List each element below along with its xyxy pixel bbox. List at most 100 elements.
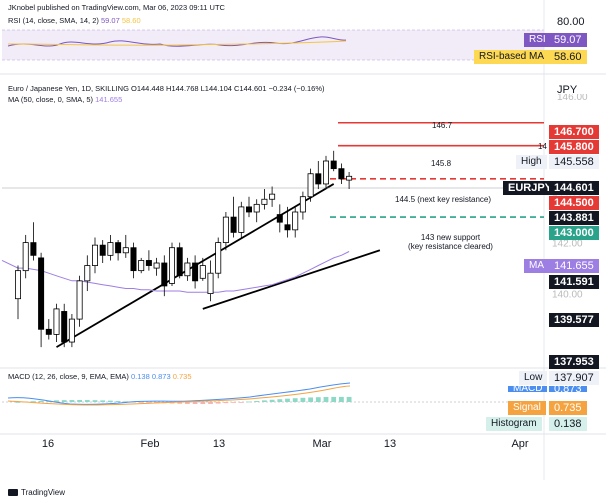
hist-bar-27 xyxy=(223,402,229,404)
candle-15 xyxy=(130,242,137,279)
candle-18 xyxy=(153,257,160,276)
hist-bar-16 xyxy=(138,402,144,403)
histogram-value-tag: 0.138 xyxy=(549,417,587,431)
ma-header-value: 141.655 xyxy=(95,95,123,104)
main-header-line1: Euro / Japanese Yen, 1D, SKILLING O144.4… xyxy=(8,84,325,93)
price-tag-144500: 144.500 xyxy=(549,196,599,210)
candle-26 xyxy=(215,237,222,279)
candle-body xyxy=(53,308,60,335)
hist-bar-33 xyxy=(269,399,275,402)
candle-body xyxy=(84,265,91,282)
rsi-header: RSI (14, close, SMA, 14, 2) 59.07 58.60 xyxy=(8,16,141,25)
annotation-144-5: 144.5 (next key resistance) xyxy=(395,195,492,204)
candle-13 xyxy=(115,240,122,261)
annotation-146-7: 146.7 xyxy=(432,121,453,130)
hist-bar-9 xyxy=(84,400,90,402)
hist-bar-11 xyxy=(100,400,106,402)
candle-14 xyxy=(122,234,129,258)
hist-bar-10 xyxy=(92,400,98,402)
candle-39 xyxy=(315,161,322,190)
horizontal-lines xyxy=(330,121,544,218)
candle-body xyxy=(207,272,214,295)
macd-line xyxy=(7,382,351,405)
hist-bar-13 xyxy=(115,400,121,402)
candle-19 xyxy=(161,255,168,297)
hist-bar-14 xyxy=(123,401,129,403)
hist-bar-42 xyxy=(339,396,344,402)
candle-10 xyxy=(92,237,99,274)
y-tick-1: 142.00 xyxy=(552,239,583,250)
candle-body xyxy=(153,262,160,269)
candle-body xyxy=(115,242,122,254)
candles xyxy=(14,150,353,348)
y-tick-2: 140.00 xyxy=(552,290,583,301)
candle-body xyxy=(261,198,268,205)
candle-20 xyxy=(168,242,175,286)
candle-body xyxy=(276,214,283,223)
candle-body xyxy=(30,242,37,256)
candle-30 xyxy=(245,196,252,218)
ma-tag: MA xyxy=(524,259,549,273)
low-tag: Low xyxy=(519,371,548,385)
hist-bar-30 xyxy=(246,401,252,403)
hist-bar-8 xyxy=(77,400,82,402)
tradingview-footer[interactable]: TradingView xyxy=(8,488,65,497)
annotation-143-line2: (key resistance cleared) xyxy=(408,242,493,251)
hist-bar-2 xyxy=(31,401,36,403)
macd-histogram xyxy=(15,396,352,404)
price-tag-141591: 141.591 xyxy=(549,275,599,289)
candle-body xyxy=(215,242,222,274)
hist-bar-17 xyxy=(146,402,152,403)
hist-bar-23 xyxy=(192,402,198,404)
candle-1 xyxy=(22,234,29,279)
hist-bar-40 xyxy=(323,397,329,402)
ma-line xyxy=(1,251,350,293)
candle-29 xyxy=(238,201,245,238)
candle-body xyxy=(92,244,99,266)
candle-body xyxy=(45,328,52,335)
candle-body xyxy=(230,216,237,233)
candle-8 xyxy=(76,275,83,327)
candle-0 xyxy=(14,265,21,320)
pair-tag: EURJPY xyxy=(503,181,558,195)
candle-body xyxy=(307,173,314,198)
hist-bar-5 xyxy=(54,400,59,402)
hist-bar-26 xyxy=(215,402,221,404)
x-axis-ticks: 16 Feb 13 Mar 13 Apr xyxy=(42,438,529,450)
rsi-line xyxy=(7,36,347,47)
macd-header-v1: 0.138 xyxy=(130,372,150,381)
candle-body xyxy=(192,262,199,282)
candle-body xyxy=(245,206,252,213)
hist-bar-37 xyxy=(300,397,306,402)
candle-body xyxy=(338,168,345,180)
annotation-143: 143 new support (key resistance cleared) xyxy=(398,233,503,251)
hist-bar-3 xyxy=(38,400,44,402)
candle-body xyxy=(122,247,129,254)
histogram-tag: Histogram xyxy=(486,417,542,431)
price-tag-146700: 146.700 xyxy=(549,125,599,139)
candle-body xyxy=(299,196,306,213)
partial-price-146: 146.00 xyxy=(557,94,588,102)
hist-bar-29 xyxy=(238,402,244,403)
candle-43 xyxy=(346,171,353,190)
price-tag-143000: 143.000 xyxy=(549,226,599,240)
annotation-143-line1: 143 new support xyxy=(420,233,481,242)
candle-body xyxy=(161,262,168,287)
candle-17 xyxy=(145,250,152,271)
candle-body xyxy=(315,173,322,185)
hist-bar-12 xyxy=(108,400,113,402)
hist-bar-36 xyxy=(292,398,298,402)
x-tick-0: 16 xyxy=(42,438,54,450)
candle-34 xyxy=(276,204,283,233)
candle-body xyxy=(168,247,175,284)
candle-body xyxy=(99,244,106,256)
candle-body xyxy=(184,262,191,277)
candle-37 xyxy=(299,191,306,220)
candle-body xyxy=(238,206,245,233)
currency-label: JPY xyxy=(557,84,578,96)
candle-12 xyxy=(107,234,114,261)
publisher-line: JKnobel published on TradingView.com, Ma… xyxy=(8,3,225,12)
candle-40 xyxy=(322,155,329,190)
candle-body xyxy=(14,270,21,300)
candle-body xyxy=(145,260,152,266)
